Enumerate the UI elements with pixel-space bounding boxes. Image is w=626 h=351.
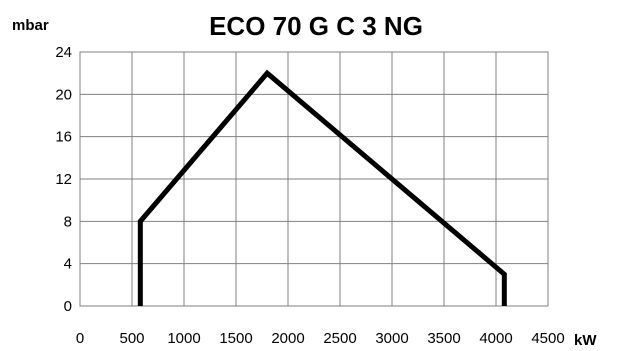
series-line bbox=[137, 69, 507, 306]
y-tick-label: 4 bbox=[64, 256, 72, 273]
y-tick-labels: 0 4 8 12 16 20 24 bbox=[55, 44, 72, 315]
x-axis-label: kW bbox=[574, 332, 597, 349]
y-tick-label: 24 bbox=[55, 44, 72, 61]
x-tick-label: 4500 bbox=[531, 330, 564, 347]
y-tick-label: 20 bbox=[55, 86, 72, 103]
y-tick-label: 16 bbox=[55, 129, 72, 146]
x-tick-label: 500 bbox=[119, 330, 144, 347]
chart-title: ECO 70 G C 3 NG bbox=[209, 11, 423, 41]
x-tick-label: 2000 bbox=[271, 330, 304, 347]
x-tick-label: 1500 bbox=[219, 330, 252, 347]
y-axis-label: mbar bbox=[12, 17, 49, 34]
gridlines bbox=[79, 51, 549, 307]
y-tick-label: 0 bbox=[64, 298, 72, 315]
y-tick-label: 12 bbox=[55, 171, 72, 188]
x-tick-label: 3000 bbox=[375, 330, 408, 347]
x-tick-label: 1000 bbox=[167, 330, 200, 347]
x-tick-label: 0 bbox=[76, 330, 84, 347]
x-tick-label: 2500 bbox=[323, 330, 356, 347]
plot-frame bbox=[79, 51, 549, 307]
series-group bbox=[137, 69, 507, 306]
y-tick-label: 8 bbox=[64, 213, 72, 230]
x-tick-label: 4000 bbox=[479, 330, 512, 347]
x-tick-label: 3500 bbox=[427, 330, 460, 347]
x-tick-labels: 0 500 1000 1500 2000 2500 3000 3500 4000 4500 bbox=[76, 330, 565, 347]
